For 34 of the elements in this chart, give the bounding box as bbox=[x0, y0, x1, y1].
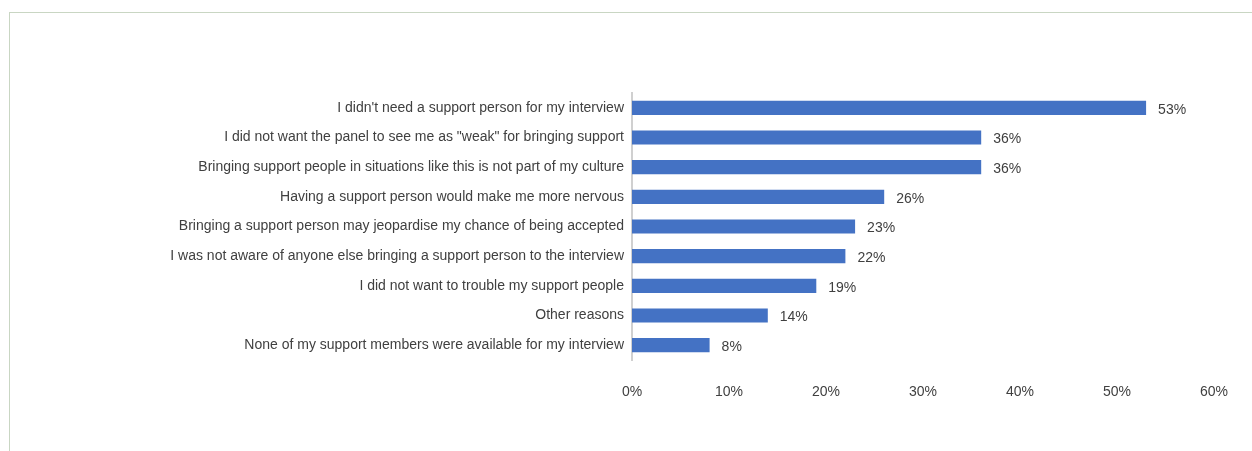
y-tick-label: I didn't need a support person for my interview bbox=[337, 98, 625, 115]
x-tick-label: 60% bbox=[1199, 383, 1229, 400]
y-tick-label: Other reasons bbox=[535, 306, 624, 323]
data-label: 53% bbox=[1158, 100, 1187, 117]
y-tick-label: I was not aware of anyone else bringing a support person to the interview bbox=[170, 247, 625, 264]
bar bbox=[632, 130, 982, 145]
bar bbox=[632, 219, 856, 234]
x-tick-label: 50% bbox=[1102, 383, 1132, 400]
x-tick-label: 30% bbox=[908, 383, 938, 400]
data-label: 14% bbox=[779, 308, 808, 325]
x-tick-label: 20% bbox=[811, 383, 841, 400]
y-tick-label: I did not want to trouble my support people bbox=[359, 276, 625, 293]
x-tick-label: 0% bbox=[621, 383, 643, 400]
bar bbox=[632, 160, 982, 175]
data-label: 22% bbox=[857, 249, 886, 266]
y-tick-label: None of my support members were available for my interview bbox=[244, 336, 625, 353]
bar bbox=[632, 308, 768, 323]
bar bbox=[632, 249, 846, 264]
y-tick-label: Having a support person would make me more nervous bbox=[280, 187, 624, 204]
y-tick-label: I did not want the panel to see me as "weak" for bringing support bbox=[224, 128, 625, 145]
x-tick-label: 40% bbox=[1005, 383, 1035, 400]
data-label: 36% bbox=[993, 160, 1022, 177]
bar bbox=[632, 278, 817, 293]
data-label: 26% bbox=[896, 189, 925, 206]
data-label: 36% bbox=[993, 130, 1022, 147]
data-label: 19% bbox=[828, 278, 857, 295]
y-tick-label: Bringing a support person may jeopardise my chance of being accepted bbox=[178, 217, 624, 234]
bar bbox=[632, 338, 710, 353]
data-label: 23% bbox=[867, 219, 896, 236]
bar bbox=[632, 189, 885, 204]
y-tick-label: Bringing support people in situations like this is not part of my culture bbox=[198, 158, 625, 175]
data-label: 8% bbox=[721, 338, 742, 355]
bar bbox=[632, 100, 1147, 115]
x-tick-label: 10% bbox=[714, 383, 744, 400]
